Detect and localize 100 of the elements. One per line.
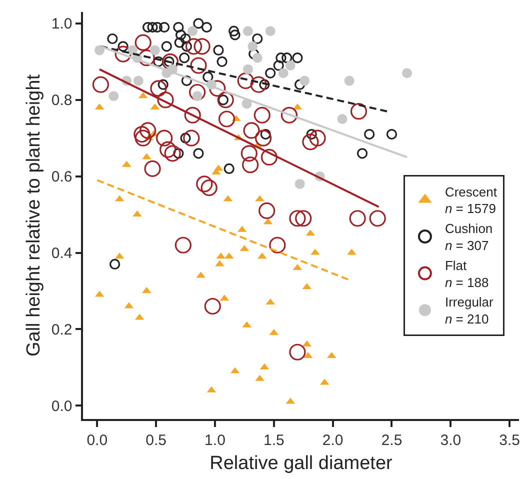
point	[140, 122, 156, 139]
point	[134, 34, 152, 51]
point	[193, 148, 204, 159]
point	[248, 41, 258, 52]
point	[138, 50, 155, 66]
x-tick-label: 3.0	[440, 432, 462, 449]
point	[110, 258, 120, 270]
legend-label: Flat n = 188	[444, 258, 489, 290]
legend-label: Cushion n = 307	[444, 221, 493, 254]
point	[161, 41, 172, 52]
point	[276, 52, 286, 64]
point	[282, 52, 292, 64]
x-axis-title: Relative gall diameter	[210, 453, 394, 474]
point	[209, 80, 226, 97]
point	[364, 128, 375, 140]
point	[157, 92, 174, 108]
point	[356, 148, 368, 159]
point	[258, 202, 276, 220]
point	[349, 210, 366, 227]
point	[254, 106, 270, 124]
point	[173, 148, 184, 159]
y-tick-label: 0.6	[51, 168, 72, 186]
x-tick-label: 0.0	[86, 432, 108, 449]
point	[300, 76, 310, 86]
point	[174, 236, 192, 254]
point	[217, 92, 234, 108]
point	[142, 22, 154, 33]
point	[92, 76, 109, 93]
point	[243, 122, 260, 139]
point	[230, 30, 240, 40]
point	[164, 145, 181, 162]
point	[200, 179, 218, 196]
point	[369, 210, 386, 227]
point	[204, 298, 221, 315]
point	[201, 22, 212, 33]
point	[134, 130, 152, 146]
point	[269, 236, 286, 254]
x-tick-label: 2.0	[322, 432, 344, 449]
point	[108, 91, 119, 102]
point	[337, 114, 348, 124]
point	[150, 45, 160, 56]
point	[133, 76, 144, 86]
x-tick-label: 2.5	[381, 432, 402, 449]
point	[180, 33, 191, 44]
point	[240, 145, 258, 162]
point	[292, 52, 303, 64]
point	[218, 110, 236, 128]
x-tick-label: 3.5	[499, 432, 520, 449]
point	[294, 178, 305, 189]
point	[179, 52, 190, 64]
point	[183, 130, 200, 146]
point	[265, 26, 276, 36]
point	[402, 68, 412, 78]
point	[162, 53, 178, 70]
y-axis-title: Gall height relative to plant height	[24, 74, 45, 357]
point	[189, 84, 206, 101]
point	[150, 80, 167, 97]
point	[184, 106, 201, 124]
point	[176, 30, 186, 40]
legend-label: Irregular n = 210	[444, 294, 494, 327]
point	[350, 103, 368, 120]
point	[289, 210, 306, 227]
point	[134, 126, 150, 143]
point	[273, 60, 284, 71]
point	[213, 44, 224, 56]
point	[252, 52, 262, 63]
point	[228, 26, 240, 36]
point	[242, 26, 253, 36]
point	[242, 64, 253, 74]
point	[309, 130, 326, 146]
y-tick-label: 0.4	[51, 245, 72, 262]
point	[190, 57, 207, 74]
point	[250, 76, 267, 93]
y-tick-label: 1.0	[51, 16, 72, 33]
point	[160, 141, 176, 158]
point	[152, 22, 163, 33]
point	[285, 60, 296, 70]
point	[144, 160, 161, 177]
x-tick-label: 1.5	[263, 432, 284, 449]
point	[196, 176, 213, 192]
point	[114, 46, 132, 62]
point	[180, 132, 191, 144]
point	[260, 148, 278, 166]
point	[306, 128, 317, 140]
x-tick-label: 0.5	[146, 432, 166, 449]
point	[224, 163, 234, 174]
point	[153, 56, 164, 67]
point	[156, 130, 173, 146]
point	[118, 41, 128, 52]
point	[188, 26, 198, 36]
point	[278, 68, 288, 78]
legend-label: Crescent n = 1579	[444, 184, 498, 216]
point	[242, 156, 259, 174]
point	[237, 72, 254, 90]
point	[294, 79, 306, 90]
point	[181, 41, 192, 52]
point	[344, 76, 354, 86]
point	[280, 106, 298, 124]
y-tick-label: 0.0	[51, 398, 72, 415]
point	[265, 68, 276, 78]
